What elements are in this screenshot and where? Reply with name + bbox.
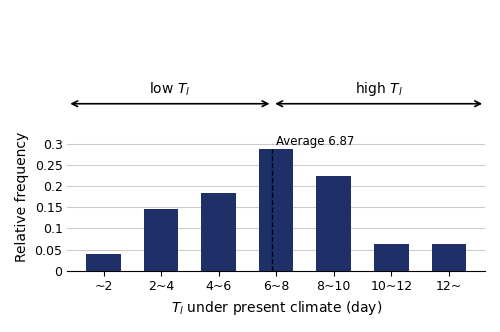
- X-axis label: $T_l$ under present climate (day): $T_l$ under present climate (day): [170, 299, 382, 317]
- Bar: [374, 244, 408, 271]
- Bar: [202, 193, 236, 271]
- Bar: [144, 209, 178, 271]
- Bar: [432, 244, 466, 271]
- Bar: [86, 254, 121, 271]
- Y-axis label: Relative frequency: Relative frequency: [15, 132, 29, 262]
- Text: Average 6.87: Average 6.87: [276, 135, 355, 148]
- Bar: [259, 149, 294, 271]
- Bar: [316, 176, 351, 271]
- Text: low $T_l$: low $T_l$: [150, 80, 190, 98]
- Text: high $T_l$: high $T_l$: [355, 80, 403, 98]
